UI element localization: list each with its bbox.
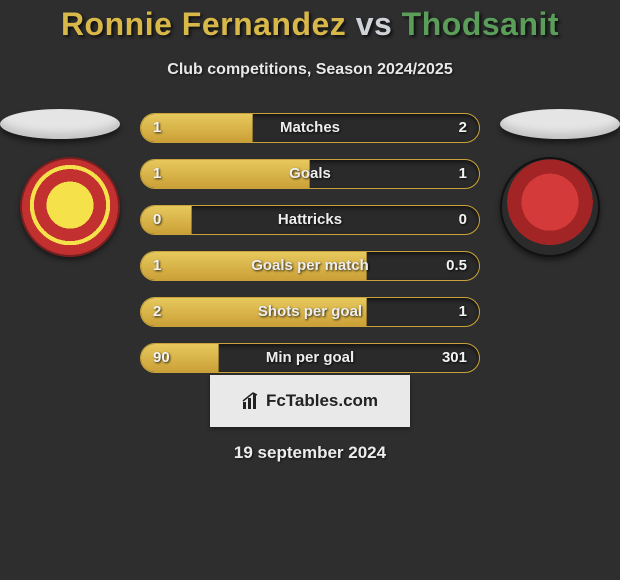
stat-right-value: 301 [442,344,467,372]
stat-right-value: 1 [459,160,467,188]
stat-bar: 90Min per goal301 [140,343,480,373]
vs-label: vs [356,6,393,42]
stat-bar: 1Goals per match0.5 [140,251,480,281]
player2-name: Thodsanit [402,6,559,42]
player1-name: Ronnie Fernandez [61,6,346,42]
chart-icon [242,392,262,410]
stat-bar: 1Goals1 [140,159,480,189]
stat-right-value: 2 [459,114,467,142]
pedestal-left [0,109,120,139]
stat-label: Min per goal [141,344,479,372]
stat-right-value: 0.5 [446,252,467,280]
stat-right-value: 0 [459,206,467,234]
stat-label: Shots per goal [141,298,479,326]
stat-label: Goals per match [141,252,479,280]
stat-bars: 1Matches21Goals10Hattricks01Goals per ma… [140,113,480,389]
date-label: 19 september 2024 [0,443,620,463]
stat-bar: 1Matches2 [140,113,480,143]
stat-bar: 2Shots per goal1 [140,297,480,327]
pedestal-right [500,109,620,139]
subtitle: Club competitions, Season 2024/2025 [0,61,620,79]
stat-bar: 0Hattricks0 [140,205,480,235]
club-badge-left [20,157,120,257]
club-badge-right [500,157,600,257]
comparison-title: Ronnie Fernandez vs Thodsanit [0,0,620,43]
comparison-stage: 1Matches21Goals10Hattricks01Goals per ma… [0,103,620,373]
stat-label: Hattricks [141,206,479,234]
brand-text: FcTables.com [266,391,378,411]
stat-right-value: 1 [459,298,467,326]
stat-label: Matches [141,114,479,142]
stat-label: Goals [141,160,479,188]
